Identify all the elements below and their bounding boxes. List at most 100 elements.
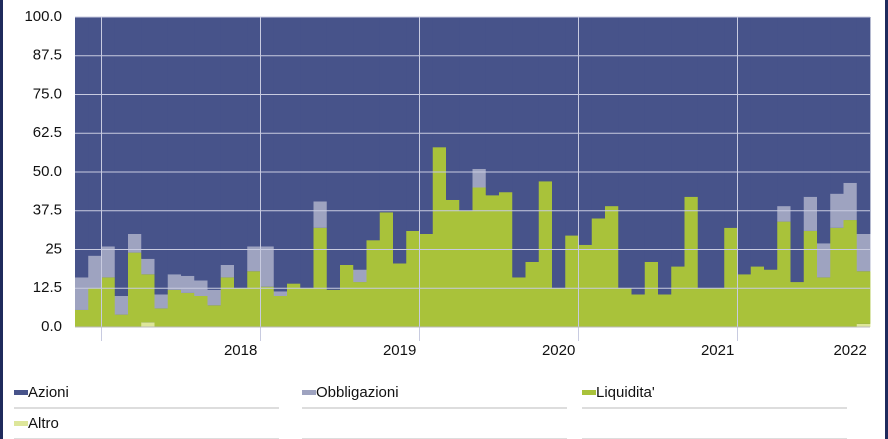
bar-segment <box>830 17 844 194</box>
bar-segment <box>432 17 447 148</box>
bar-segment <box>764 17 778 270</box>
bar-segment <box>578 244 593 327</box>
bar-segment <box>499 17 513 193</box>
bar-segment <box>234 288 248 327</box>
y-tick-label: 37.5 <box>33 202 62 219</box>
bar-segment <box>803 230 818 327</box>
bar-segment <box>88 288 102 327</box>
bar-segment <box>724 17 738 228</box>
bar-segment <box>631 17 646 295</box>
bar-segment <box>525 17 540 262</box>
bar-segment <box>711 288 725 327</box>
bar-segment <box>817 17 831 244</box>
bar-segment <box>777 221 791 327</box>
bar-segment <box>300 17 314 289</box>
bar-segment <box>287 283 301 327</box>
y-tick-label: 25 <box>45 240 62 257</box>
bar-segment <box>605 206 619 327</box>
bar-segment <box>830 227 844 327</box>
bar-segment <box>366 17 381 241</box>
legend-swatch <box>14 390 28 395</box>
bar-segment <box>128 252 142 327</box>
bar-segment <box>697 288 712 327</box>
bar-segment <box>565 17 579 236</box>
bar-segment <box>406 230 420 327</box>
bar-segment <box>856 323 871 327</box>
bar-segment <box>764 269 778 327</box>
bar-segment <box>340 17 354 265</box>
y-tick-label: 62.5 <box>33 124 62 141</box>
bar-segment <box>485 17 500 196</box>
bar-segment <box>711 17 725 289</box>
bar-segment <box>803 17 818 197</box>
bar-segment <box>472 17 487 169</box>
bar-segment <box>777 17 791 207</box>
frame-edge <box>885 0 888 439</box>
bar-segment <box>605 17 619 207</box>
bar-segment <box>101 17 116 247</box>
bar-segment <box>419 234 434 327</box>
bar-segment <box>101 277 116 327</box>
bar-segment <box>578 17 593 245</box>
bar-segment <box>803 196 818 231</box>
bar-segment <box>631 294 646 327</box>
bar-segment <box>247 246 261 272</box>
bar-segment <box>234 17 248 289</box>
bar-segment <box>419 17 434 234</box>
bar-segment <box>340 265 354 327</box>
legend-swatch <box>302 390 316 395</box>
bar-segment <box>591 17 606 219</box>
bar-segment <box>128 17 142 234</box>
bar-segment <box>658 294 672 327</box>
legend-label: Azioni <box>28 384 69 401</box>
bar-segment <box>671 17 685 267</box>
bar-segment <box>247 17 261 247</box>
bar-segment <box>207 305 222 327</box>
bar-segment <box>366 240 381 327</box>
bar-segment <box>114 296 129 315</box>
legend-label: Altro <box>28 415 59 432</box>
bar-segment <box>247 271 261 327</box>
bar-segment <box>167 274 182 290</box>
legend-swatch <box>582 390 596 395</box>
bar-segment <box>154 294 169 309</box>
bar-segment <box>485 195 500 327</box>
bar-segment <box>817 243 831 278</box>
bar-segment <box>313 17 328 202</box>
bar-segment <box>750 17 765 267</box>
bar-segment <box>287 17 301 284</box>
bar-segment <box>856 17 871 234</box>
bar-segment <box>114 314 129 327</box>
bar-segment <box>856 234 871 272</box>
bar-segment <box>790 282 805 327</box>
y-tick-label: 100.0 <box>24 8 62 25</box>
legend-swatch <box>14 421 28 426</box>
bar-segment <box>856 271 871 324</box>
bar-segment <box>843 182 858 221</box>
bar-segment <box>88 255 102 289</box>
bar-segment <box>750 266 765 327</box>
bar-segment <box>88 17 102 256</box>
x-tick-label: 2020 <box>542 342 575 359</box>
bar-segment <box>777 206 791 222</box>
bar-segment <box>538 17 553 182</box>
bar-segment <box>472 168 487 188</box>
bar-segment <box>220 17 235 265</box>
bar-segment <box>538 181 553 327</box>
bar-segment <box>141 274 155 323</box>
bar-segment <box>326 17 341 290</box>
bar-segment <box>313 227 328 327</box>
y-tick-label: 75.0 <box>33 85 62 102</box>
bar-segment <box>684 17 699 197</box>
bar-segment <box>154 17 169 295</box>
bar-segment <box>817 277 831 327</box>
bar-segment <box>472 187 487 327</box>
bar-segment <box>393 263 407 327</box>
bar-segment <box>512 17 526 278</box>
bar-segment <box>194 17 208 281</box>
bar-segment <box>525 261 540 327</box>
bar-segment <box>101 246 116 278</box>
x-tick-label: 2019 <box>383 342 416 359</box>
bar-segment <box>565 235 579 327</box>
bar-segment <box>684 196 699 327</box>
